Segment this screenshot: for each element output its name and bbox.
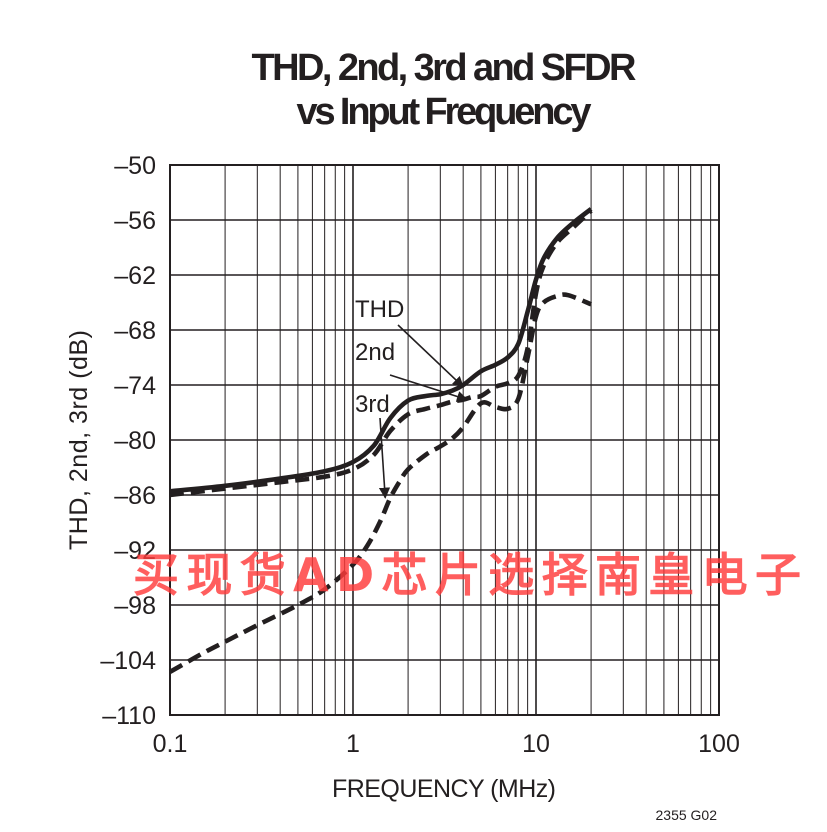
series-annotations: THD 2nd 3rd <box>355 296 469 499</box>
y-tick-label: –98 <box>114 592 156 620</box>
y-tick-label: –104 <box>100 647 156 675</box>
y-tick-label: –68 <box>114 317 156 345</box>
y-tick-label: –62 <box>114 262 156 290</box>
leader-arrow-3rd <box>378 417 391 499</box>
plot-frame <box>169 164 720 716</box>
y-tick-label: –56 <box>114 207 156 235</box>
x-axis-label: FREQUENCY (MHz) <box>332 775 556 803</box>
y-tick-label: –50 <box>114 152 156 180</box>
chart-title-line-2: vs Input Frequency <box>297 91 592 133</box>
y-axis-label: THD, 2nd, 3rd (dB) <box>65 330 93 550</box>
chart-title-line-1: THD, 2nd, 3rd and SFDR <box>252 47 637 89</box>
y-tick-label: –86 <box>114 482 156 510</box>
series-label-thd: THD <box>355 296 404 323</box>
series-label-3rd: 3rd <box>355 391 390 418</box>
y-tick-label: –92 <box>114 537 156 565</box>
series-label-2nd: 2nd <box>355 339 395 366</box>
x-tick-label: 10 <box>522 730 550 758</box>
leader-arrow-2nd <box>389 374 469 402</box>
x-tick-label: 100 <box>698 730 740 758</box>
grid <box>170 165 719 715</box>
series-line-3rd <box>168 292 592 674</box>
tick-labels: –110 –104 –98 –92 –86 –80 –74 –68 –62 –56 –50 0.1 1 1… <box>100 152 739 758</box>
x-tick-label: 0.1 <box>153 730 188 758</box>
watermark-text: 买现货AD芯片选择南皇电子 <box>133 548 801 602</box>
y-tick-label: –74 <box>114 372 156 400</box>
y-tick-label: –80 <box>114 427 156 455</box>
y-tick-label: –110 <box>102 702 156 730</box>
x-tick-label: 1 <box>346 730 360 758</box>
series-line-thd <box>169 207 593 494</box>
leader-arrow-thd <box>397 324 464 388</box>
figure-id: 2355 G02 <box>656 807 718 823</box>
